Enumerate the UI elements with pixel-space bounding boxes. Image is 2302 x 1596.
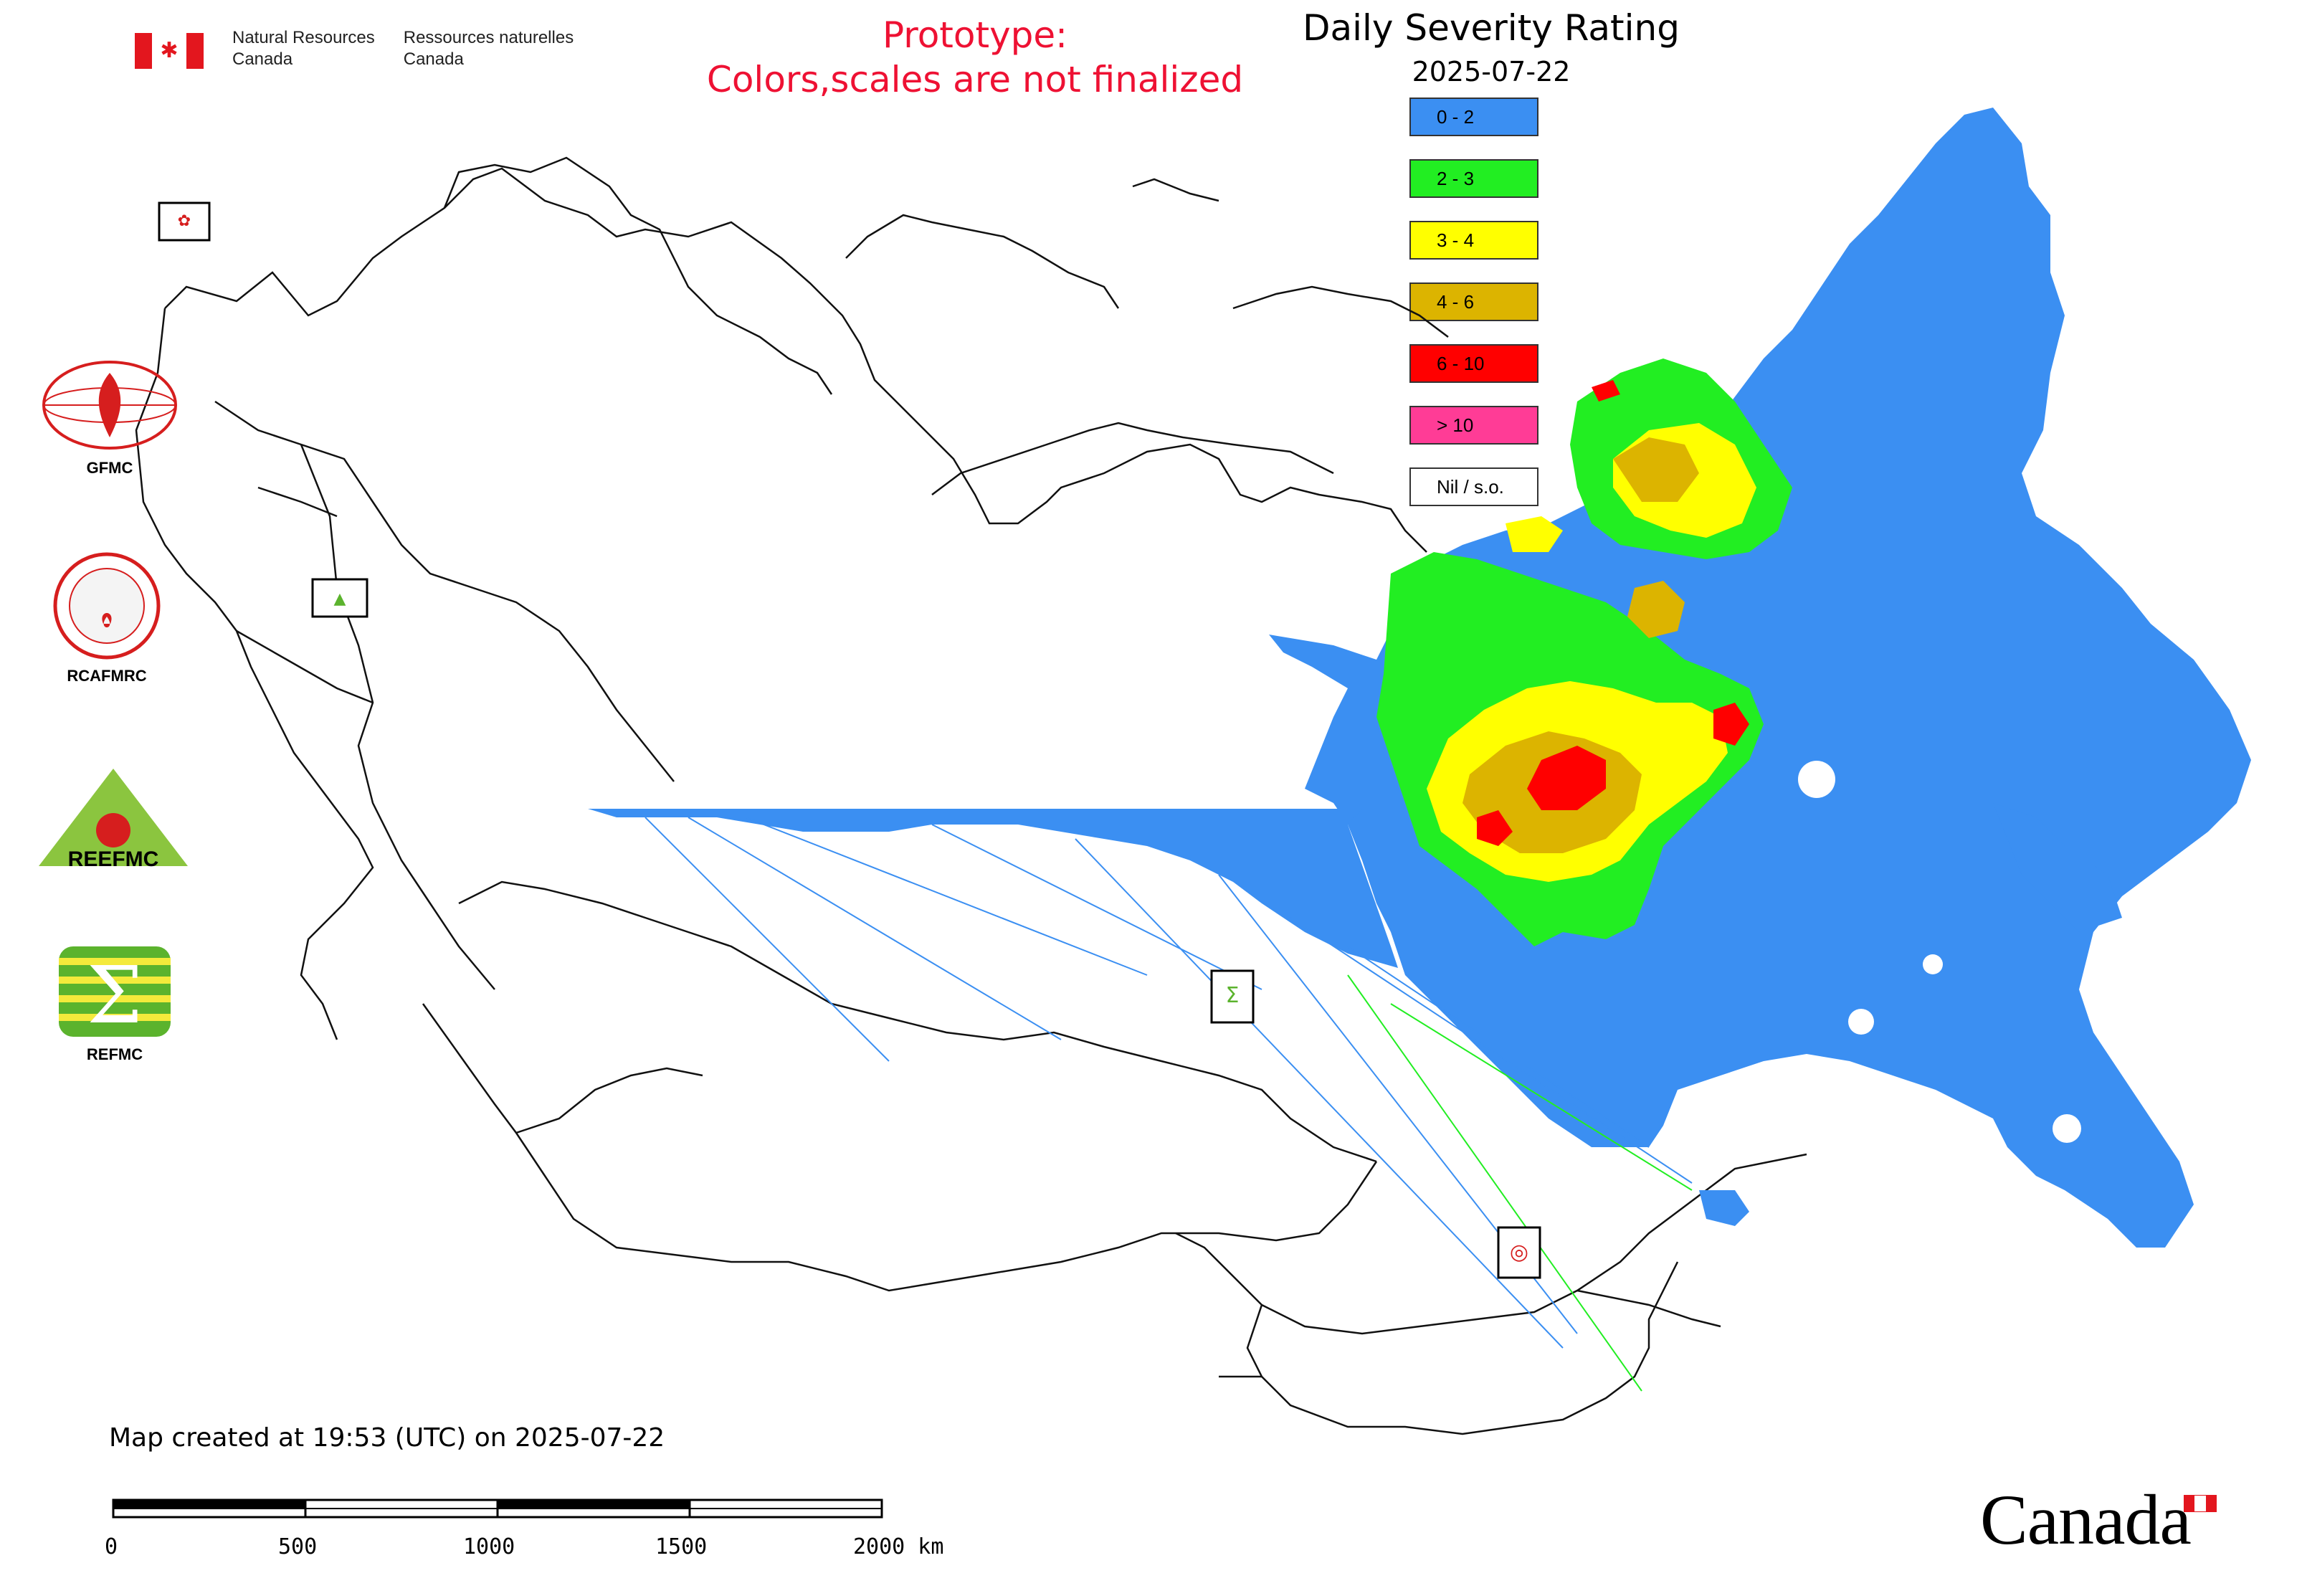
refmc-emblem-icon: Σ bbox=[59, 946, 171, 1038]
gfmc-emblem-icon bbox=[42, 361, 177, 450]
prototype-warning: Prototype: Colors,scales are not finaliz… bbox=[706, 14, 1244, 100]
rcafmrc-marker bbox=[1497, 1226, 1541, 1279]
canada-flag-icon: ✱ bbox=[135, 33, 204, 69]
gfmc-logo: GFMC bbox=[42, 358, 178, 478]
svg-text:Σ: Σ bbox=[87, 949, 143, 1038]
org-name-en: Natural Resources Canada bbox=[232, 28, 375, 69]
gfmc-marker bbox=[158, 201, 211, 242]
scale-label-500: 500 bbox=[278, 1534, 318, 1559]
rcafmrc-emblem-icon bbox=[53, 552, 161, 660]
reefmc-marker bbox=[311, 578, 368, 618]
swath-streaks-green bbox=[1347, 974, 1693, 1392]
scale-label-2000: 2000 km bbox=[853, 1534, 944, 1559]
reefmc-marker-icon: ▲ bbox=[334, 590, 346, 608]
scale-label-1000: 1000 bbox=[463, 1534, 515, 1559]
canada-wordmark-flag-icon bbox=[2184, 1495, 2217, 1512]
country-boundaries bbox=[135, 156, 1807, 1435]
severity-raster bbox=[588, 108, 2251, 1248]
refmc-marker-icon: Σ bbox=[1226, 983, 1240, 1008]
canada-wordmark: Canada bbox=[1980, 1480, 2192, 1559]
map-title: Daily Severity Rating bbox=[1302, 7, 1680, 49]
legend-item-6-10: 6 - 10 bbox=[1409, 344, 1538, 383]
scale-label-0: 0 bbox=[105, 1534, 118, 1559]
legend-item-nil: Nil / s.o. bbox=[1409, 467, 1538, 506]
refmc-marker bbox=[1210, 969, 1255, 1024]
reefmc-logo: REEFMC bbox=[37, 766, 189, 873]
map-created-text: Map created at 19:53 (UTC) on 2025-07-22 bbox=[109, 1423, 665, 1453]
scale-labels: 0 500 1000 1500 2000 km bbox=[93, 1534, 953, 1563]
map-date: 2025-07-22 bbox=[1412, 56, 1571, 87]
legend-item-4-6: 4 - 6 bbox=[1409, 282, 1538, 321]
gfmc-marker-icon: ✿ bbox=[178, 212, 191, 230]
legend-item-0-2: 0 - 2 bbox=[1409, 98, 1538, 136]
svg-text:REEFMC: REEFMC bbox=[68, 847, 159, 871]
scale-bar bbox=[112, 1498, 883, 1519]
legend-item-2-3: 2 - 3 bbox=[1409, 159, 1538, 198]
legend-item-3-4: 3 - 4 bbox=[1409, 221, 1538, 260]
refmc-logo: Σ REFMC bbox=[57, 945, 172, 1064]
scale-label-1500: 1500 bbox=[655, 1534, 708, 1559]
severity-legend: 0 - 2 2 - 3 3 - 4 4 - 6 6 - 10 > 10 Nil … bbox=[1409, 98, 1538, 529]
rcafmrc-logo: RCAFMRC bbox=[53, 552, 161, 685]
legend-item-over-10: > 10 bbox=[1409, 406, 1538, 445]
reefmc-emblem-icon: REEFMC bbox=[39, 769, 188, 871]
rcafmrc-marker-icon: ◎ bbox=[1510, 1240, 1528, 1265]
org-name-fr: Ressources naturelles Canada bbox=[403, 28, 574, 69]
nrcan-signature: ✱ Natural Resources Canada Ressources na… bbox=[135, 27, 574, 70]
